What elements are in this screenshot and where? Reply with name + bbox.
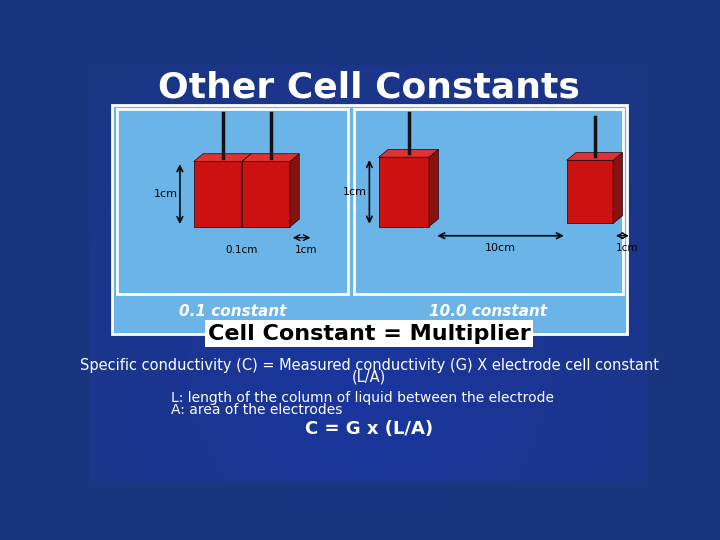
Bar (204, 320, 534, 347)
Polygon shape (194, 154, 251, 161)
Polygon shape (194, 161, 242, 227)
Text: 10.0 constant: 10.0 constant (429, 303, 547, 319)
Polygon shape (242, 161, 290, 227)
Polygon shape (379, 157, 429, 226)
Text: 0.1 constant: 0.1 constant (179, 303, 287, 319)
Text: 10cm: 10cm (485, 244, 516, 253)
Polygon shape (429, 150, 438, 226)
Text: 1cm: 1cm (153, 189, 178, 199)
Text: 1cm: 1cm (616, 244, 639, 253)
Polygon shape (242, 154, 251, 227)
Bar (112, 105, 627, 334)
Text: 1cm: 1cm (295, 245, 318, 255)
Polygon shape (567, 153, 622, 160)
Text: L: length of the column of liquid between the electrode: L: length of the column of liquid betwee… (171, 391, 554, 405)
Text: Cell Constant = Multiplier: Cell Constant = Multiplier (207, 323, 531, 343)
Text: (L/A): (L/A) (352, 369, 386, 384)
Text: A: area of the electrodes: A: area of the electrodes (171, 403, 343, 417)
Polygon shape (290, 154, 300, 227)
Bar (117, 110, 348, 294)
Text: 0.1cm: 0.1cm (225, 245, 258, 255)
Polygon shape (242, 154, 300, 161)
Polygon shape (567, 160, 613, 224)
Bar (354, 110, 624, 294)
Text: Specific conductivity (C) = Measured conductivity (G) X electrode cell constant: Specific conductivity (C) = Measured con… (79, 357, 659, 373)
Polygon shape (379, 150, 438, 157)
Text: Other Cell Constants: Other Cell Constants (158, 71, 580, 105)
Text: 1cm: 1cm (343, 187, 367, 197)
Polygon shape (613, 153, 622, 224)
Text: C = G x (L/A): C = G x (L/A) (305, 420, 433, 438)
